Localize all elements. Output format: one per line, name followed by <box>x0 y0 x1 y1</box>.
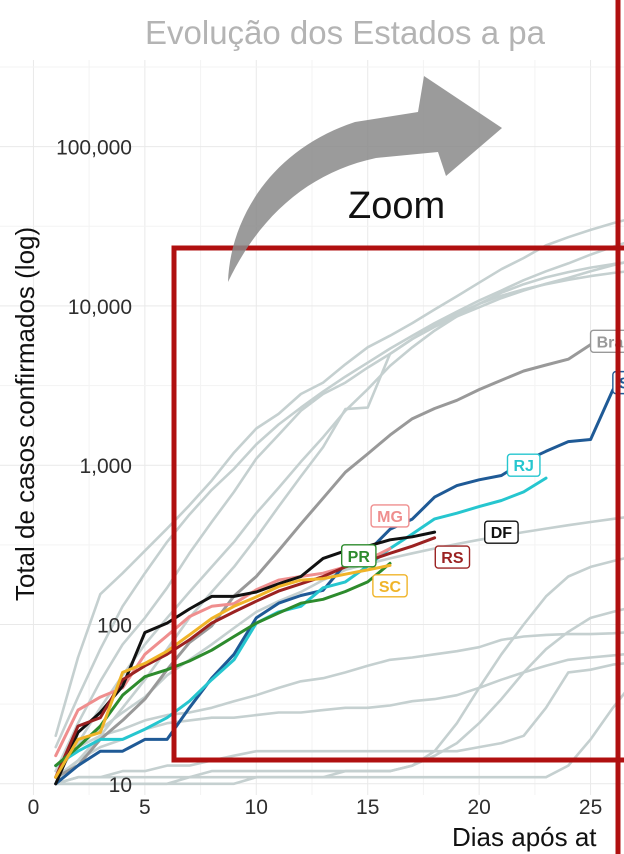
y-tick-label: 100 <box>97 614 132 637</box>
background-series-line <box>54 270 624 786</box>
series-label-rj: RJ <box>513 458 533 475</box>
series-label-df: DF <box>491 525 513 542</box>
series-label-box <box>484 520 519 544</box>
series-label-box <box>340 544 377 568</box>
background-series <box>54 218 624 786</box>
x-tick-label: 25 <box>579 796 602 819</box>
chart-title: Evolução dos Estados a pa <box>145 14 546 51</box>
zoom-arrow-icon <box>228 76 502 282</box>
series-label-box <box>434 545 471 569</box>
series-label-pr: PR <box>348 549 371 566</box>
y-tick-label: 10,000 <box>68 296 132 319</box>
y-axis-title: Total de casos confirmados (log) <box>10 227 40 601</box>
background-series-line <box>54 652 624 779</box>
series-line-df <box>54 530 437 786</box>
series-label-rs: RS <box>441 550 464 567</box>
series-label-box <box>506 453 541 477</box>
x-tick-label: 10 <box>245 796 268 819</box>
series-line-sc <box>54 563 392 779</box>
background-series-line <box>54 631 624 773</box>
x-tick-label: 15 <box>356 796 379 819</box>
zoom-box <box>171 245 624 763</box>
x-tick-label: 0 <box>28 796 40 819</box>
background-series-line <box>54 662 624 786</box>
background-series-line <box>54 691 624 786</box>
background-series-line <box>54 241 624 749</box>
x-axis-title: Dias após at <box>452 822 597 852</box>
y-tick-label: 1,000 <box>79 455 132 478</box>
series-line-brazil <box>54 330 615 779</box>
series-label-box <box>370 504 410 528</box>
series-line-sp <box>54 388 615 786</box>
y-tick-label: 10 <box>109 774 132 797</box>
x-tick-label: 20 <box>467 796 490 819</box>
series-line-mg <box>54 547 392 758</box>
series-line-pr <box>54 561 392 768</box>
background-series-line <box>54 607 624 786</box>
series-label-box <box>372 574 408 598</box>
axis-ticks: 0 5 10 15 20 25 10 100 1,000 10,000 100,000 <box>28 137 603 819</box>
series-label-mg: MG <box>377 509 403 526</box>
background-series-line <box>54 261 624 773</box>
x-tick-label: 5 <box>139 796 151 819</box>
series-label-sp: S <box>619 376 624 393</box>
series-label-sc: SC <box>379 579 402 596</box>
series-line-rj <box>54 476 548 768</box>
y-tick-label: 100,000 <box>56 137 132 160</box>
zoom-annotation: Zoom <box>348 185 445 227</box>
